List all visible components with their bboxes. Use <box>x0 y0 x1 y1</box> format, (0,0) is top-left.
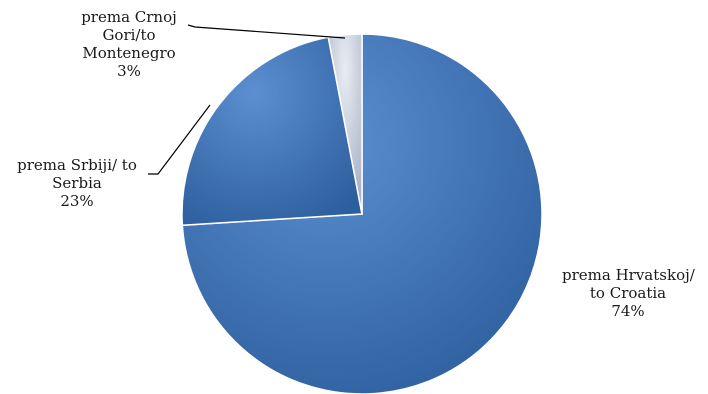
slice-label-montenegro-line1: prema Crnoj <box>81 8 177 26</box>
slice-label-serbia-line1: prema Srbiji/ to <box>17 156 137 174</box>
slice-label-montenegro-line3: Montenegro <box>82 44 176 62</box>
slice-label-serbia-percent: 23% <box>60 192 94 210</box>
slice-label-serbia: prema Srbiji/ to Serbia 23% <box>2 156 152 210</box>
slice-label-montenegro-line2: Gori/to <box>102 26 156 44</box>
slice-label-serbia-line2: Serbia <box>52 174 102 192</box>
pie-slice-serbia <box>181 36 363 227</box>
leader-line-montenegro <box>187 24 346 39</box>
slice-label-croatia: prema Hrvatskoj/ to Croatia 74% <box>562 266 695 320</box>
slice-label-montenegro: prema Crnoj Gori/to Montenegro 3% <box>70 8 188 80</box>
slice-label-croatia-percent: 74% <box>611 302 645 320</box>
slice-label-croatia-line2: to Croatia <box>589 284 667 302</box>
leader-line-serbia <box>148 104 211 175</box>
slice-label-montenegro-percent: 3% <box>117 62 141 80</box>
slice-label-croatia-line1: prema Hrvatskoj/ <box>562 266 695 284</box>
